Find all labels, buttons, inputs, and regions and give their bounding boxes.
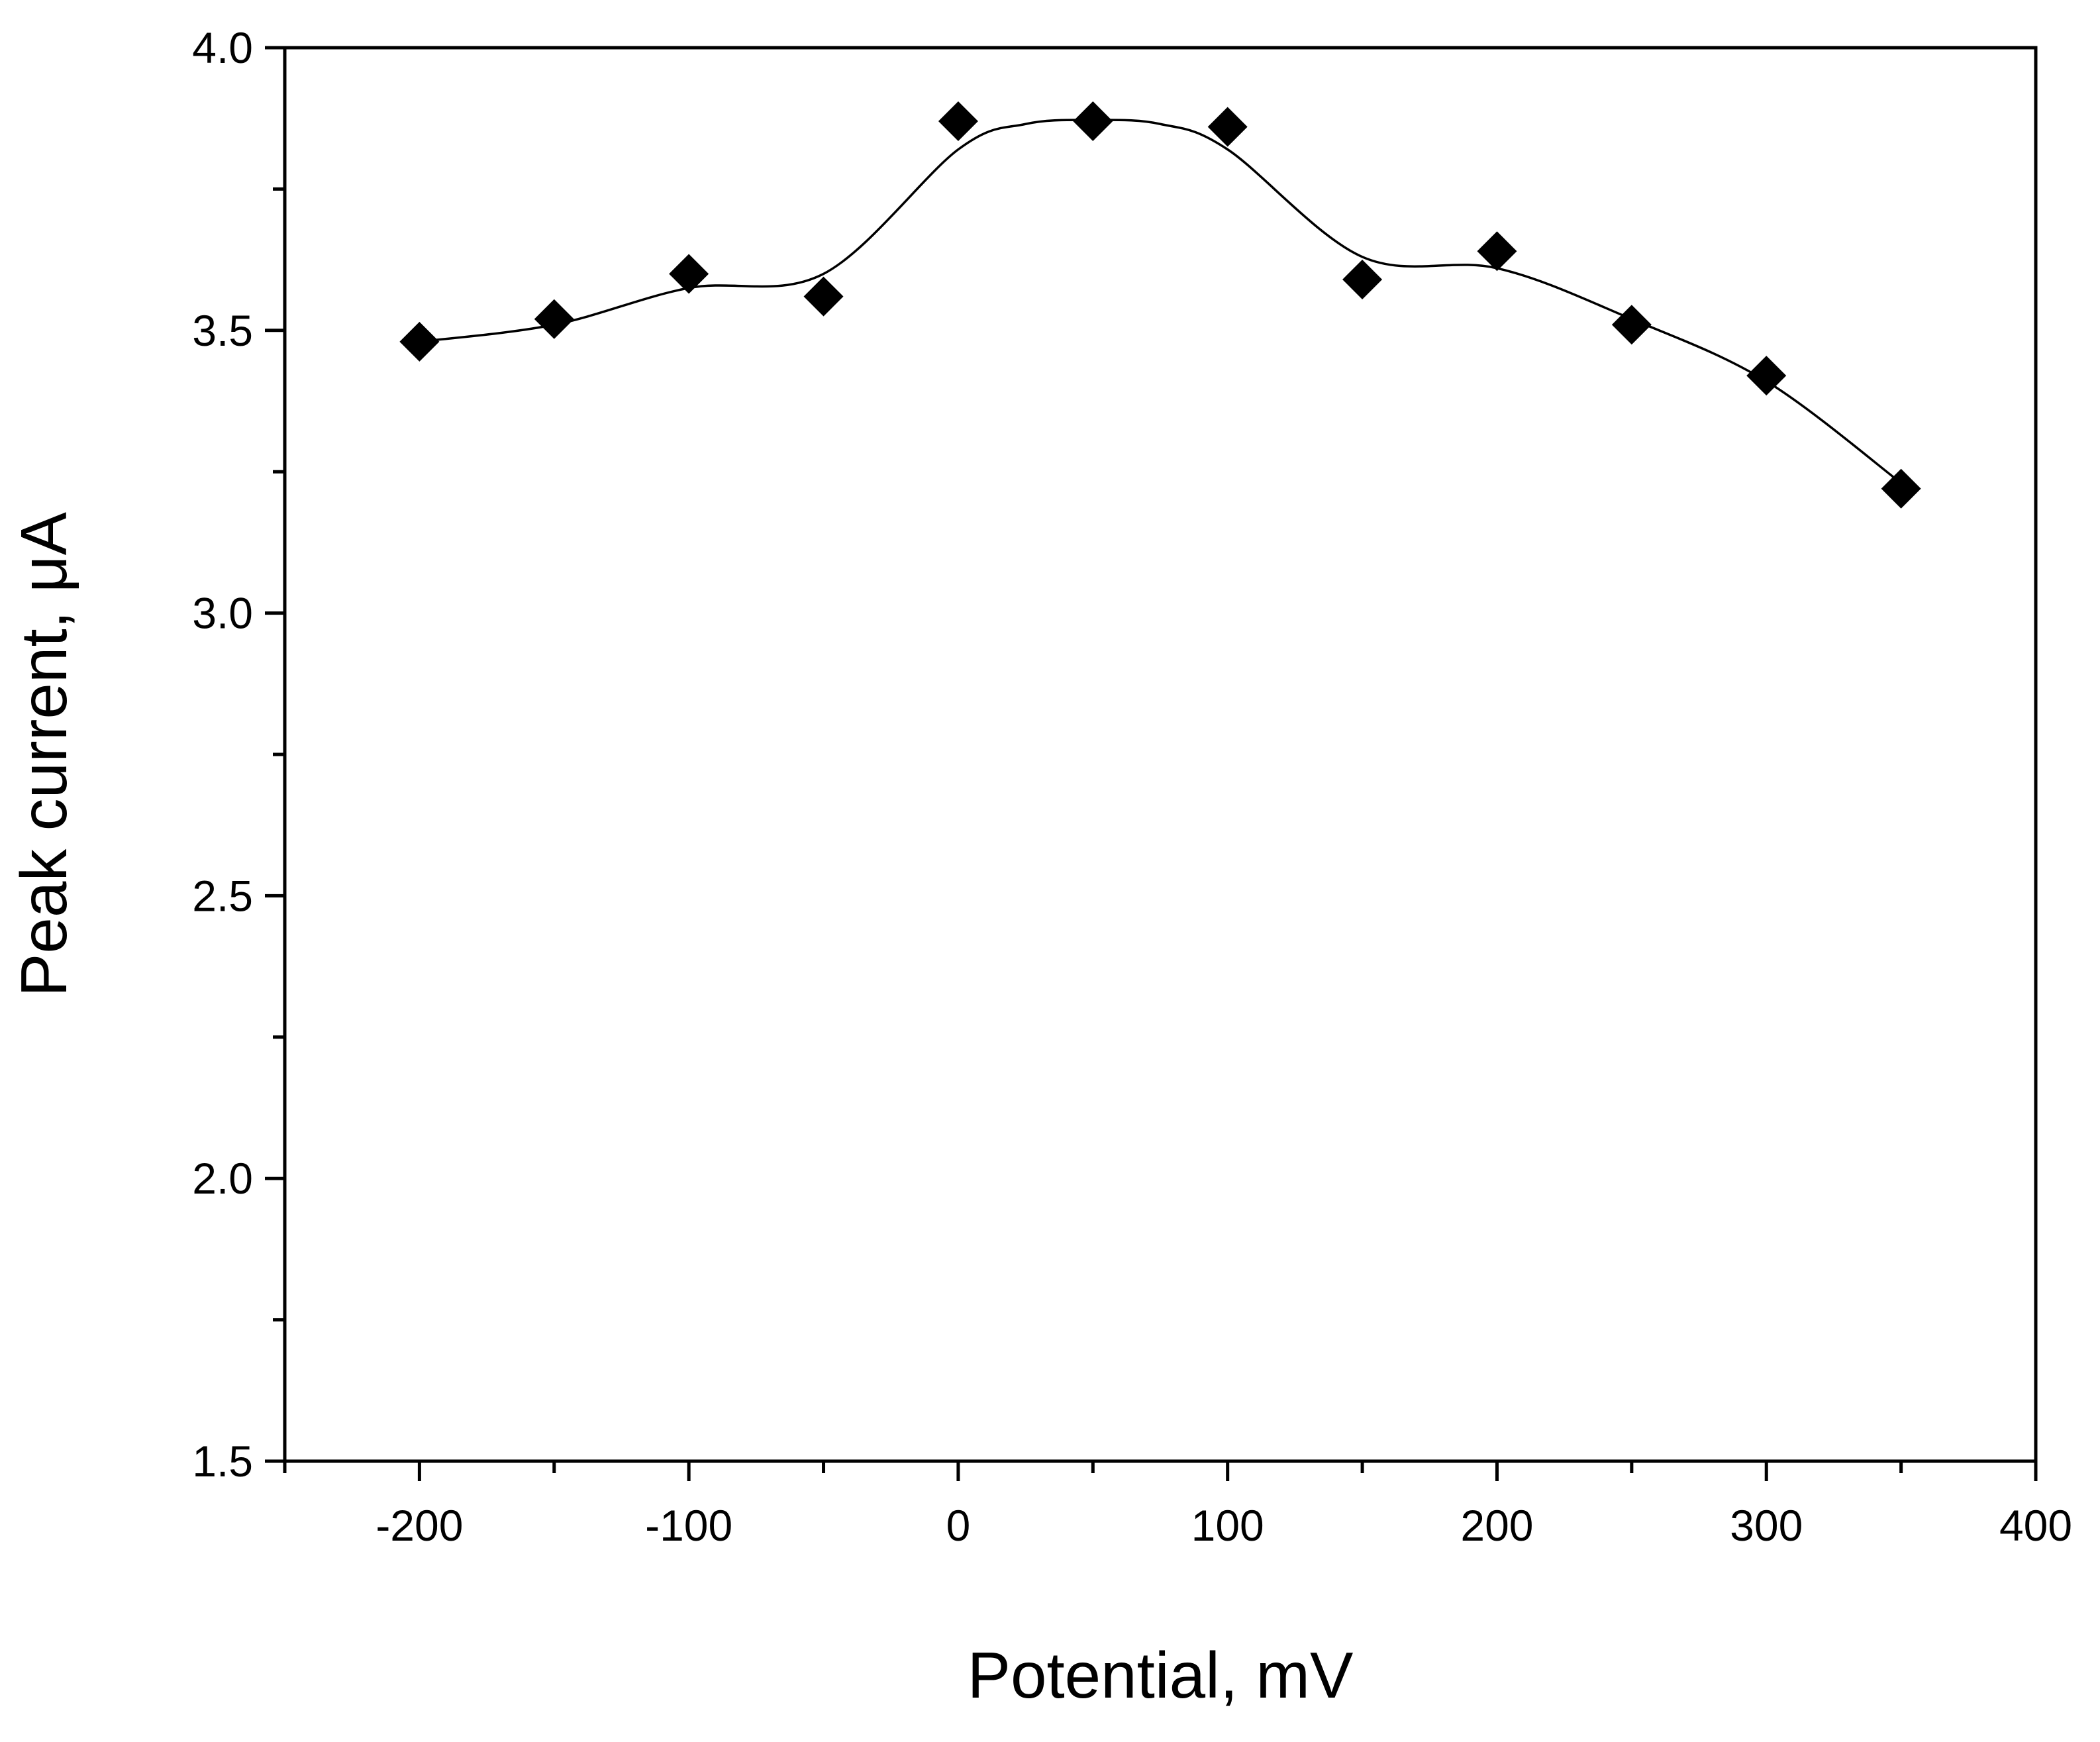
x-tick-label: 400 — [1999, 1501, 2072, 1550]
axes: -200 -100 0 100 200 300 400 1.5 2.0 2.5 3.0 3.5 4.0 — [192, 23, 2072, 1550]
data-points — [399, 101, 1921, 509]
data-point — [938, 101, 978, 141]
plot-frame — [283, 46, 2038, 1463]
data-point — [534, 299, 574, 339]
data-point — [1881, 468, 1921, 509]
fit-curve-layer — [419, 119, 1902, 484]
y-tick-label: 1.5 — [192, 1437, 253, 1486]
x-tick-label: 200 — [1460, 1501, 1533, 1550]
data-point — [1746, 356, 1787, 396]
y-tick-label: 2.0 — [192, 1154, 253, 1203]
x-tick-label: 0 — [946, 1501, 971, 1550]
data-point — [1207, 107, 1248, 147]
data-point — [803, 276, 844, 317]
data-point — [669, 254, 709, 294]
x-tick-label: 300 — [1730, 1501, 1803, 1550]
y-tick-label: 3.5 — [192, 306, 253, 355]
x-tick-label: 100 — [1191, 1501, 1264, 1550]
data-point — [1342, 259, 1383, 299]
x-tick-label: -200 — [375, 1501, 463, 1550]
y-axis-title: Peak current, μA — [7, 511, 80, 997]
x-axis-title: Potential, mV — [968, 1639, 1354, 1712]
y-tick-label: 3.0 — [192, 589, 253, 638]
y-tick-label: 2.5 — [192, 871, 253, 920]
data-point — [1611, 305, 1652, 345]
data-point — [399, 321, 440, 362]
y-tick-label: 4.0 — [192, 23, 253, 72]
data-point — [1477, 231, 1517, 272]
data-point — [1073, 101, 1113, 141]
fit-curve — [419, 119, 1902, 484]
x-tick-label: -100 — [645, 1501, 732, 1550]
